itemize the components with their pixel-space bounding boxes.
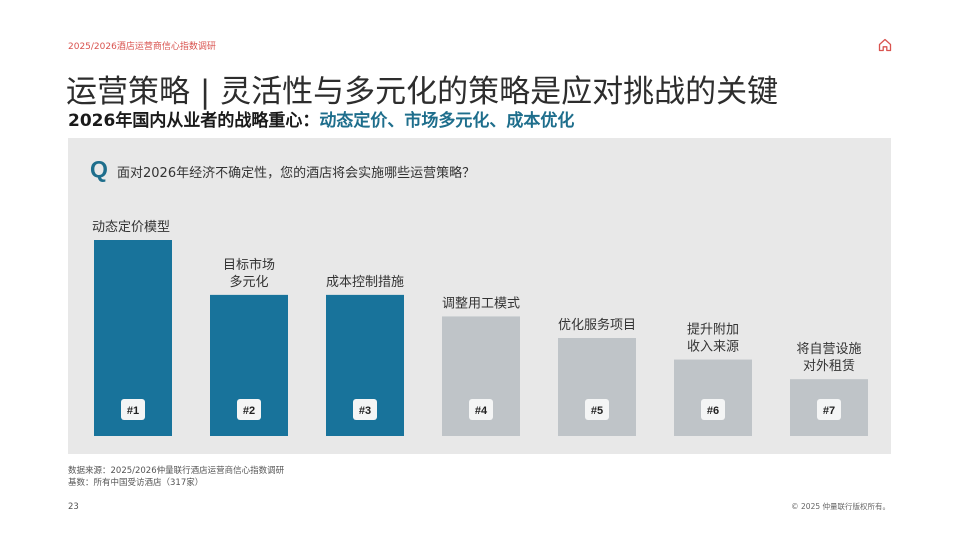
rank-badge-2 [237, 399, 261, 420]
category-label-7-line-2: 对外租赁 [803, 359, 855, 374]
category-label-6-line-1: 提升附加 [687, 322, 739, 338]
category-label-3: 成本控制措施 [326, 275, 404, 290]
question-mark-label: Q [90, 156, 108, 182]
category-label-5: 优化服务项目 [558, 317, 636, 333]
page-number: 23 [68, 502, 79, 512]
category-label-1: 动态定价模型 [92, 220, 170, 235]
rank-badge-4 [469, 399, 493, 420]
rank-badge-7 [817, 399, 841, 420]
report-label: 2025/2026酒店运营商信心指数调研 [68, 42, 216, 52]
rank-badge-6 [701, 399, 725, 420]
rank-label-7: #7 [823, 405, 835, 417]
category-label-2-line-2: 多元化 [229, 274, 268, 290]
rank-label-5: #5 [591, 405, 603, 417]
category-label-4: 调整用工模式 [442, 296, 520, 311]
category-label-7-line-1: 将自营设施 [796, 342, 861, 357]
rank-badge-5 [585, 399, 609, 420]
subtitle-highlight: 动态定价、市场多元化、成本优化 [319, 111, 575, 131]
copyright: © 2025 仲量联行版权所有。 [791, 502, 890, 511]
footer-source: 数据来源：2025/2026仲量联行酒店运营商信心指数调研 基数：所有中国受访酒… [68, 465, 284, 489]
rank-label-3: #3 [359, 405, 371, 417]
category-label-2-line-1: 目标市场 [223, 257, 275, 273]
bar-5 [558, 338, 636, 436]
home-icon[interactable] [877, 37, 893, 53]
subtitle: 2026年国内从业者的战略重心：动态定价、市场多元化、成本优化 [68, 106, 574, 131]
source-line: 数据来源：2025/2026仲量联行酒店运营商信心指数调研 [68, 466, 285, 476]
rank-label-4: #4 [475, 405, 488, 417]
rank-label-6: #6 [707, 405, 719, 417]
rank-label-2: #2 [243, 405, 255, 417]
page-title: 运营策略 | 灵活性与多元化的策略是应对挑战的关键 [66, 74, 779, 110]
rank-badge-1 [121, 399, 145, 420]
rank-label-1: #1 [127, 405, 139, 417]
survey-question: 面对2026年经济不确定性，您的酒店将会实施哪些运营策略？ [117, 166, 476, 181]
rank-badge-3 [353, 399, 377, 420]
subtitle-prefix: 2026年国内从业者的战略重心： [68, 111, 320, 131]
base-line: 基数：所有中国受访酒店（317家） [68, 478, 204, 488]
category-label-6-line-2: 收入来源 [687, 340, 739, 355]
bar-6 [674, 359, 752, 436]
